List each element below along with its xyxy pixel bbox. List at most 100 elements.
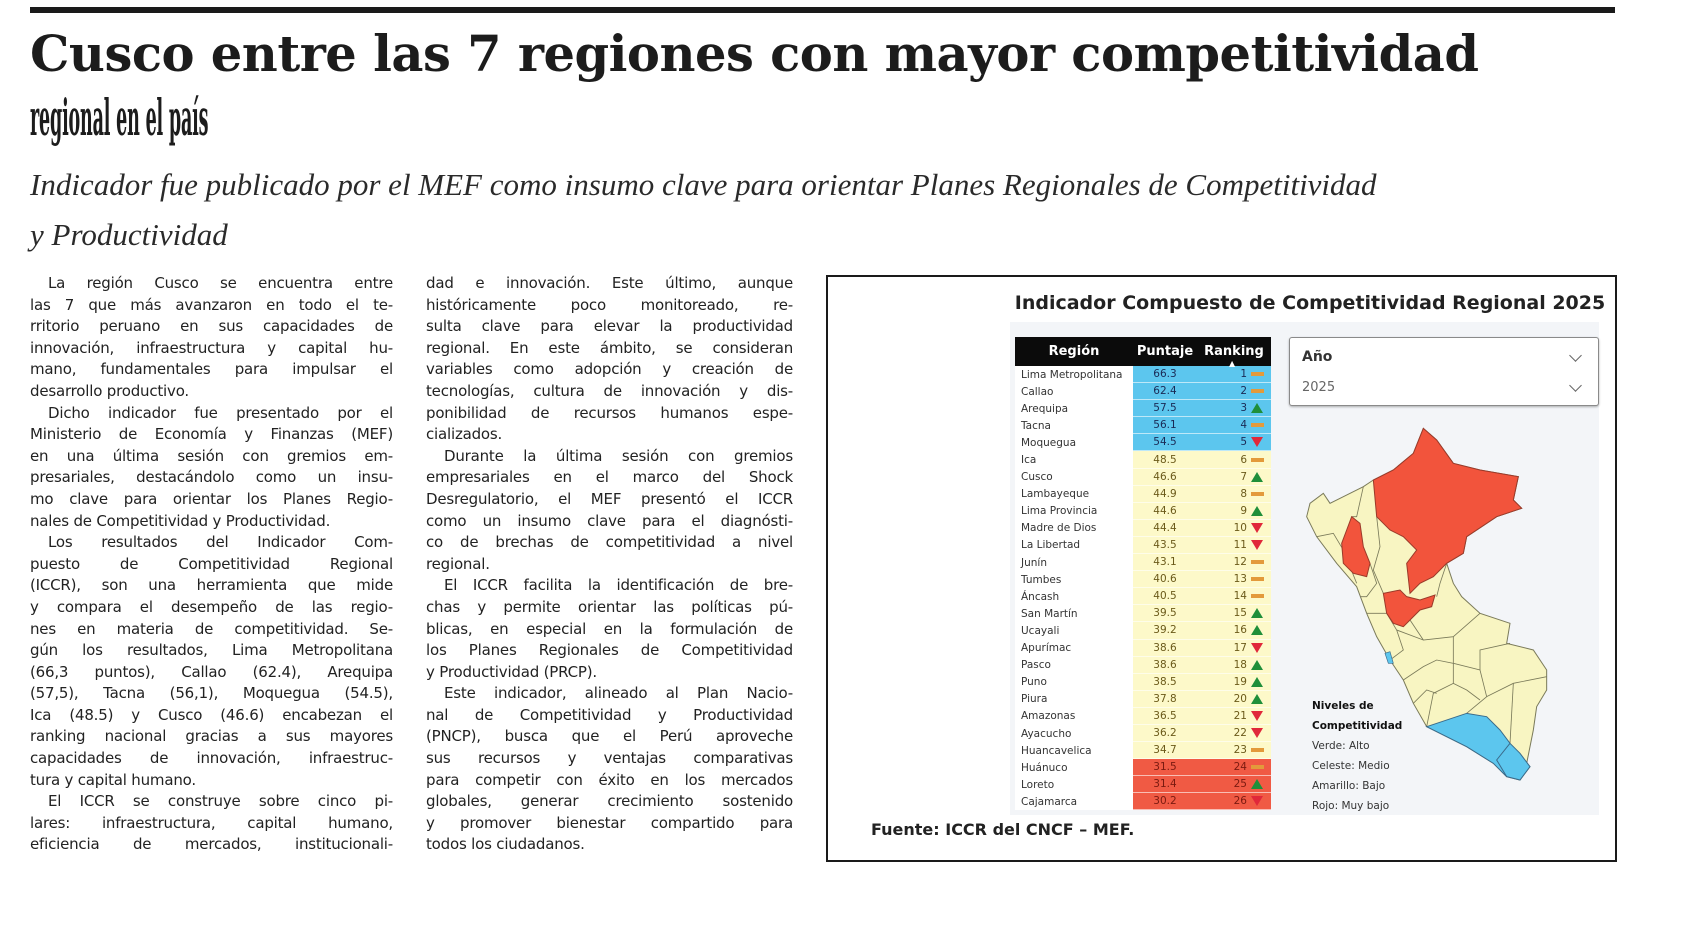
article-text-line: (66,3 puntos), Callao (62.4), Arequipa (30, 662, 393, 681)
year-filter-header[interactable]: Año (1302, 342, 1586, 372)
header-score[interactable]: Puntaje (1136, 344, 1194, 359)
trend-down-icon (1251, 796, 1263, 807)
table-row[interactable]: Lima Provincia 44.6 9 (1015, 502, 1271, 520)
header-rank-label: Ranking (1204, 344, 1264, 359)
ranking-table: Región Puntaje Ranking ▲ Lima Metropolita… (1015, 337, 1271, 811)
table-row[interactable]: Apurímac 38.6 17 (1015, 639, 1271, 657)
trend-down-icon (1251, 642, 1263, 653)
table-row[interactable]: Lima Metropolitana 66.3 1 (1015, 366, 1271, 384)
table-row[interactable]: Pasco 38.6 18 (1015, 656, 1271, 674)
table-row[interactable]: Loreto 31.4 25 (1015, 776, 1271, 794)
table-row[interactable]: Callao 62.4 2 (1015, 383, 1271, 401)
table-row[interactable]: Madre de Dios 44.4 10 (1015, 519, 1271, 537)
legend-item: Verde: Alto (1312, 740, 1370, 752)
rank-value: 8 (1240, 487, 1247, 500)
cell-rank: 14 (1197, 588, 1271, 606)
article-text-line: tecnologías, cultura de innovación y dis… (426, 381, 793, 400)
cell-region: Tumbes (1015, 571, 1133, 589)
table-header: Región Puntaje Ranking ▲ (1015, 337, 1271, 368)
table-row[interactable]: Arequipa 57.5 3 (1015, 400, 1271, 418)
table-row[interactable]: Moquegua 54.5 5 (1015, 434, 1271, 452)
cell-region: Ica (1015, 451, 1133, 469)
article-text-line: como un insumo clave para el diagnósti- (426, 511, 793, 530)
article-text-line: Desregulatorio, el MEF presentó el ICCR (426, 489, 793, 508)
year-select[interactable]: 2025 (1302, 372, 1586, 402)
trend-up-icon (1251, 676, 1263, 687)
map-region-huanuco (1382, 589, 1436, 628)
cell-score: 39.2 (1133, 622, 1197, 640)
header-region[interactable]: Región (1048, 344, 1100, 359)
article-text-line: El ICCR facilita la identificación de br… (444, 576, 793, 595)
article-text-line: La región Cusco se encuentra entre (48, 274, 393, 292)
article-text-line: y Productividad (PRCP). (426, 662, 597, 681)
article-text-line: tura y capital humano. (30, 770, 196, 789)
article-text-line: co de brechas de competitividad a nivel (426, 533, 793, 552)
cell-rank: 11 (1197, 536, 1271, 555)
headline-line-2: regional en el país (30, 88, 209, 147)
trend-up-icon (1251, 779, 1263, 790)
table-row[interactable]: Cusco 46.6 7 (1015, 468, 1271, 486)
subtitle: Indicador fue publicado por el MEF como … (30, 160, 1590, 260)
figure-source: Fuente: ICCR del CNCF – MEF. (871, 820, 1135, 839)
article-text-line: empresariales en el marco del Shock (426, 468, 793, 487)
article-text-line: nes en materia de competitividad. Se- (30, 619, 393, 638)
cell-rank: 6 (1197, 451, 1271, 469)
cell-rank: 25 (1197, 776, 1271, 794)
rank-value: 7 (1240, 470, 1247, 483)
article-text-line: blicas, en especial en la formulación de (426, 619, 793, 638)
cell-region: Ucayali (1015, 622, 1133, 640)
cell-region: San Martín (1015, 605, 1133, 623)
rank-value: 9 (1240, 504, 1247, 517)
table-row[interactable]: Puno 38.5 19 (1015, 673, 1271, 691)
table-row[interactable]: Amazonas 36.5 21 (1015, 707, 1271, 725)
table-row[interactable]: Piura 37.8 20 (1015, 690, 1271, 708)
article-text-line: ponibilidad de recursos humanos espe- (426, 403, 793, 422)
cell-score: 39.5 (1133, 605, 1197, 623)
article-text-line: gún los resultados, Lima Metropolitana (30, 641, 393, 660)
rank-value: 6 (1240, 453, 1247, 466)
trend-up-icon (1251, 505, 1263, 516)
table-row[interactable]: Huancavelica 34.7 23 (1015, 742, 1271, 760)
table-row[interactable]: Tacna 56.1 4 (1015, 417, 1271, 435)
article-text-line: nal de Competitividad y Productividad (426, 705, 793, 724)
table-row[interactable]: Junín 43.1 12 (1015, 554, 1271, 572)
table-row[interactable]: Ucayali 39.2 16 (1015, 622, 1271, 640)
table-row[interactable]: Tumbes 40.6 13 (1015, 571, 1271, 589)
map-legend: Niveles de Competitividad Verde: Alto Ce… (1312, 696, 1402, 816)
table-row[interactable]: Ayacucho 36.2 22 (1015, 724, 1271, 743)
cell-rank: 15 (1197, 605, 1271, 623)
table-row[interactable]: Ica 48.5 6 (1015, 451, 1271, 469)
cell-region: Pasco (1015, 656, 1133, 674)
cell-region: Huánuco (1015, 759, 1133, 777)
cell-rank: 13 (1197, 571, 1271, 589)
trend-up-icon (1251, 693, 1263, 704)
year-filter[interactable]: Año 2025 (1289, 337, 1599, 406)
article-text-line: y compara el desempeño de las regio- (30, 597, 393, 616)
trend-same-icon (1251, 369, 1264, 379)
article-text-line: sus recursos y ventajas comparativas (426, 749, 793, 768)
cell-score: 44.6 (1133, 502, 1197, 520)
sort-ascending-icon: ▲ (1229, 359, 1236, 368)
rank-value: 5 (1240, 436, 1247, 449)
table-row[interactable]: Áncash 40.5 14 (1015, 588, 1271, 606)
article-text-line: (PNCP), busca que el Perú aproveche (426, 727, 793, 746)
cell-score: 38.6 (1133, 656, 1197, 674)
cell-score: 36.2 (1133, 724, 1197, 743)
table-row[interactable]: Cajamarca 30.2 26 (1015, 793, 1271, 811)
header-rank[interactable]: Ranking ▲ (1197, 344, 1271, 368)
cell-score: 56.1 (1133, 417, 1197, 435)
rank-value: 3 (1240, 402, 1247, 415)
table-row[interactable]: Lambayeque 44.9 8 (1015, 485, 1271, 503)
rank-value: 14 (1233, 590, 1247, 603)
trend-up-icon (1251, 608, 1263, 619)
cell-region: Lima Metropolitana (1015, 366, 1133, 384)
table-row[interactable]: La Libertad 43.5 11 (1015, 536, 1271, 555)
table-row[interactable]: San Martín 39.5 15 (1015, 605, 1271, 623)
cell-rank: 24 (1197, 759, 1271, 777)
article-text-line: para competir con éxito en los mercados (426, 770, 793, 789)
trend-same-icon (1251, 574, 1264, 584)
rank-value: 21 (1233, 709, 1247, 722)
table-body: Lima Metropolitana 66.3 1 Callao 62.4 2 Arequi… (1015, 366, 1271, 811)
table-row[interactable]: Huánuco 31.5 24 (1015, 759, 1271, 777)
cell-region: Puno (1015, 673, 1133, 691)
